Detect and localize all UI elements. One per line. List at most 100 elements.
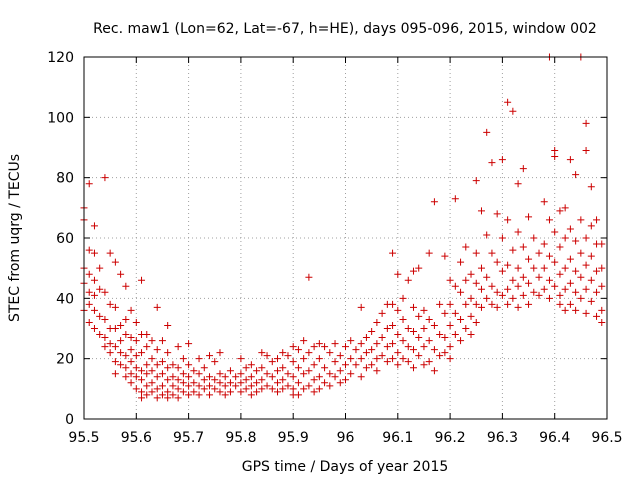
data-point — [195, 370, 203, 378]
data-point — [446, 355, 454, 363]
data-point — [509, 107, 517, 115]
data-point — [179, 388, 187, 396]
data-point — [174, 376, 182, 384]
data-point — [258, 364, 266, 372]
data-point — [300, 385, 308, 393]
data-point — [206, 373, 214, 381]
data-point — [420, 343, 428, 351]
data-point — [587, 276, 595, 284]
data-point — [253, 379, 261, 387]
data-point — [190, 367, 198, 375]
data-point — [509, 294, 517, 302]
data-point — [430, 346, 438, 354]
data-point — [85, 318, 93, 326]
data-point — [593, 312, 601, 320]
data-point — [336, 352, 344, 360]
data-point — [143, 382, 151, 390]
data-point — [409, 267, 417, 275]
data-point — [457, 258, 465, 266]
data-point — [153, 394, 161, 402]
data-point — [164, 376, 172, 384]
data-point — [117, 361, 125, 369]
data-point — [566, 225, 574, 233]
data-point — [373, 340, 381, 348]
data-point — [153, 346, 161, 354]
data-point — [525, 279, 533, 287]
data-point — [514, 180, 522, 188]
data-point — [274, 379, 282, 387]
data-point — [268, 373, 276, 381]
data-point — [122, 331, 130, 339]
data-point — [336, 367, 344, 375]
data-point — [200, 385, 208, 393]
data-point — [117, 349, 125, 357]
data-point — [556, 243, 564, 251]
data-point — [127, 334, 135, 342]
data-point — [96, 312, 104, 320]
data-point — [221, 391, 229, 399]
data-point — [143, 361, 151, 369]
data-point — [148, 388, 156, 396]
data-point — [158, 358, 166, 366]
data-point — [148, 379, 156, 387]
data-point — [493, 210, 501, 218]
data-point — [127, 358, 135, 366]
data-point — [430, 321, 438, 329]
y-axis-ticks: 0 20 40 60 80 100 120 — [47, 50, 607, 428]
data-point — [195, 382, 203, 390]
data-point — [158, 337, 166, 345]
data-point — [593, 216, 601, 224]
data-point — [582, 147, 590, 155]
data-point — [535, 273, 543, 281]
data-point — [117, 321, 125, 329]
data-point — [258, 376, 266, 384]
data-point — [242, 364, 250, 372]
data-point — [132, 373, 140, 381]
data-point — [425, 249, 433, 257]
data-point — [394, 306, 402, 314]
data-point — [211, 385, 219, 393]
data-point — [415, 264, 423, 272]
data-point — [143, 391, 151, 399]
data-point — [472, 279, 480, 287]
data-point — [274, 355, 282, 363]
data-point — [96, 331, 104, 339]
data-point — [462, 325, 470, 332]
data-point — [237, 379, 245, 387]
data-point — [242, 376, 250, 384]
data-point — [409, 346, 417, 354]
data-point — [148, 367, 156, 375]
data-point — [185, 391, 193, 399]
data-point — [158, 391, 166, 399]
data-point — [530, 264, 538, 272]
data-point — [342, 361, 349, 369]
data-point — [305, 273, 313, 281]
data-point — [263, 352, 271, 360]
data-point — [394, 349, 402, 357]
data-point — [378, 309, 386, 317]
data-point — [132, 318, 140, 326]
data-point — [436, 300, 444, 308]
chart-title: Rec. maw1 (Lon=62, Lat=-67, h=HE), days … — [93, 21, 597, 37]
data-point — [164, 394, 172, 402]
data-point — [347, 355, 355, 363]
data-point — [226, 388, 234, 396]
data-point — [247, 361, 255, 369]
data-point — [263, 370, 271, 378]
data-point — [226, 379, 234, 387]
data-point — [274, 367, 282, 375]
y-tick-label: 80 — [56, 171, 74, 187]
data-point — [138, 376, 146, 384]
data-point — [169, 373, 177, 381]
data-point — [551, 228, 559, 236]
data-point — [117, 337, 125, 345]
data-point — [106, 349, 114, 357]
data-point — [545, 276, 553, 284]
data-point — [540, 285, 548, 293]
data-point — [472, 177, 480, 185]
data-point — [127, 379, 135, 387]
data-point — [409, 303, 417, 311]
data-point — [247, 373, 255, 381]
data-point — [389, 340, 397, 348]
